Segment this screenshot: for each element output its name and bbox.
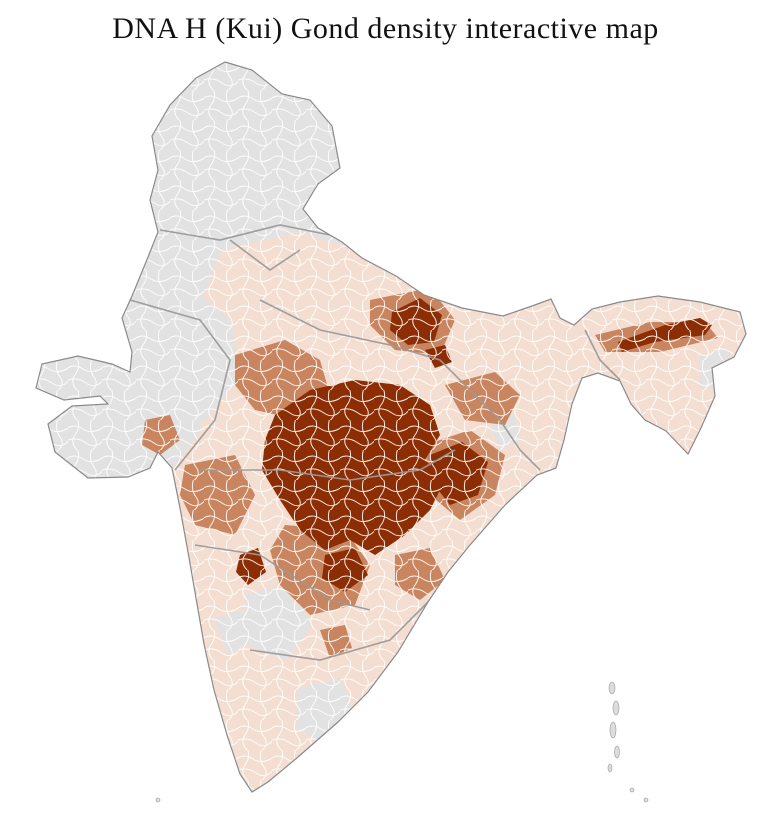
country-outline bbox=[35, 61, 747, 793]
state-borders bbox=[129, 224, 621, 661]
andaman-islands[interactable] bbox=[155, 681, 649, 803]
